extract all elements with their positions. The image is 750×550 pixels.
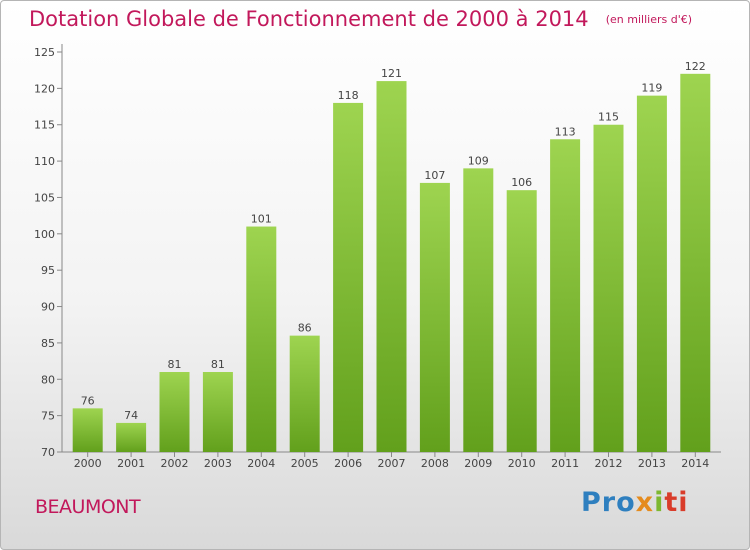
bar [333,102,364,452]
y-tick-label: 105 [34,191,55,204]
bar [550,139,581,453]
bar [636,95,667,453]
bar [159,372,190,452]
x-tick-label: 2012 [595,457,623,470]
bar-value-label: 109 [468,154,489,167]
bar [116,422,147,452]
y-tick-label: 100 [34,228,55,241]
bar [289,335,320,452]
y-tick-label: 120 [34,82,55,95]
x-tick-label: 2011 [551,457,579,470]
x-tick-label: 2003 [204,457,232,470]
x-tick-label: 2008 [421,457,449,470]
bar-value-label: 106 [511,176,532,189]
bar [246,226,277,452]
x-tick-label: 2010 [508,457,536,470]
x-tick-label: 2009 [464,457,492,470]
logo-part: x [635,487,655,518]
x-tick-label: 2002 [161,457,189,470]
bar [593,124,624,453]
bar-value-label: 107 [424,169,445,182]
place-name: BEAUMONT [35,496,141,518]
y-tick-label: 95 [41,264,55,277]
bar-value-label: 122 [685,60,706,73]
x-tick-label: 2013 [638,457,666,470]
logo-part: Pro [581,487,636,518]
y-tick-label: 75 [41,410,55,423]
bar [202,372,233,452]
bar-value-label: 101 [251,213,272,226]
x-tick-label: 2004 [247,457,275,470]
chart-value-labels: 76 74 81 81 101 86 118 121 107 109 106 113 115 119 122 [81,60,706,422]
bar-value-label: 121 [381,67,402,80]
y-tick-label: 80 [41,373,55,386]
y-tick-label: 90 [41,301,55,314]
bar-value-label: 115 [598,111,619,124]
bar [72,408,103,452]
chart-axes: 70 75 80 85 90 95 100 105 110 115 120 125 2000 2001 20… [34,44,721,470]
chart-title: Dotation Globale de Fonctionnement de 20… [29,7,589,31]
chart-bars [72,73,711,453]
bar-value-label: 74 [124,409,138,422]
x-tick-label: 2014 [681,457,709,470]
x-tick-label: 2001 [117,457,145,470]
x-tick-label: 2005 [291,457,319,470]
chart-title-block: Dotation Globale de Fonctionnement de 20… [29,7,692,31]
y-tick-label: 85 [41,337,55,350]
logo-part: i [654,487,665,518]
bar-value-label: 76 [81,394,95,407]
bar-value-label: 118 [338,89,359,102]
x-tick-label: 2007 [378,457,406,470]
bar-value-label: 86 [298,322,312,335]
bar [376,81,407,452]
x-tick-label: 2006 [334,457,362,470]
chart-unit-label: (en milliers d'€) [605,13,693,26]
bar [419,182,450,452]
y-tick-label: 115 [34,119,55,132]
proxiti-logo: Proxiti [581,487,689,518]
y-tick-label: 110 [34,155,55,168]
logo-part: ti [664,487,689,518]
x-tick-label: 2000 [74,457,102,470]
bar-value-label: 119 [641,82,662,95]
bar [506,190,537,452]
bar-value-label: 113 [555,125,576,138]
bar [463,168,494,452]
y-tick-label: 125 [34,46,55,59]
bar [680,73,711,453]
y-tick-label: 70 [41,446,55,459]
bar-value-label: 81 [211,358,225,371]
bar-value-label: 81 [168,358,182,371]
